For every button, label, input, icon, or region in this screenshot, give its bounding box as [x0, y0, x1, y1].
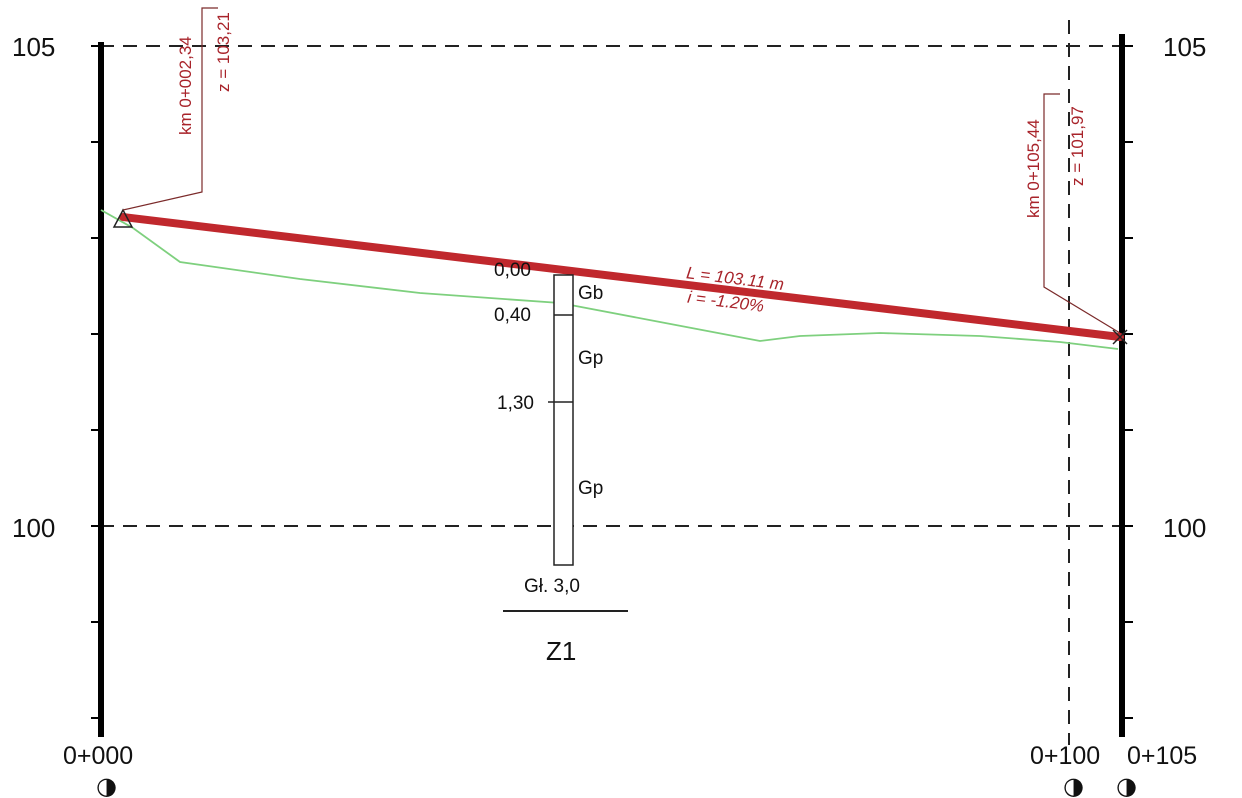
borehole-depth-0-00: 0,00 — [494, 260, 531, 281]
pipe-end-annotation: km 0+105,44 — [1024, 119, 1043, 218]
borehole-depth-0-40: 0,40 — [494, 305, 531, 326]
pipe-start-z-group: z = 103,21 — [214, 12, 233, 92]
borehole-total-depth: Gł. 3,0 — [524, 576, 580, 597]
pipe-start-km: km 0+002,34 — [176, 36, 195, 135]
pipe-end-x-icon — [1112, 329, 1128, 345]
pipe-end-km: km 0+105,44 — [1024, 119, 1043, 218]
elevation-label-left-100: 100 — [12, 513, 55, 543]
station-start-half-circle-icon: ◑ — [96, 772, 117, 798]
borehole-depth-1-30: 1,30 — [497, 393, 534, 414]
pipe-start-annotation: km 0+002,34 — [176, 36, 195, 135]
borehole-column — [553, 274, 574, 566]
right-axis-ticks — [1122, 45, 1133, 719]
borehole-soil-gb: Gb — [578, 283, 603, 304]
pipe-line — [119, 213, 1124, 341]
borehole-soil-gp-upper: Gp — [578, 348, 603, 369]
pipe-end-z: z = 101,97 — [1068, 106, 1087, 186]
station-end-half-circle-icon: ◑ — [1116, 772, 1137, 798]
pipe-end-leader — [1043, 93, 1121, 334]
station-label-start: 0+000 — [63, 742, 133, 770]
pipe-end-z-group: z = 101,97 — [1068, 106, 1087, 186]
station-mid-half-circle-icon: ◑ — [1063, 772, 1084, 798]
terrain-line — [100, 209, 1119, 350]
pipe-start-leader — [122, 7, 218, 211]
pipe-start-triangle-icon — [112, 208, 134, 228]
pipe-start-z: z = 103,21 — [214, 12, 233, 92]
station-label-mid: 0+100 — [1030, 742, 1100, 770]
station-label-end: 0+105 — [1127, 742, 1197, 770]
elevation-label-left-105: 105 — [12, 32, 55, 62]
borehole-soil-gp-lower: Gp — [578, 478, 603, 499]
left-axis-ticks — [91, 45, 101, 719]
elevation-label-right-100: 100 — [1163, 513, 1206, 543]
elevation-label-right-105: 105 — [1163, 32, 1206, 62]
borehole-name: Z1 — [546, 636, 576, 666]
